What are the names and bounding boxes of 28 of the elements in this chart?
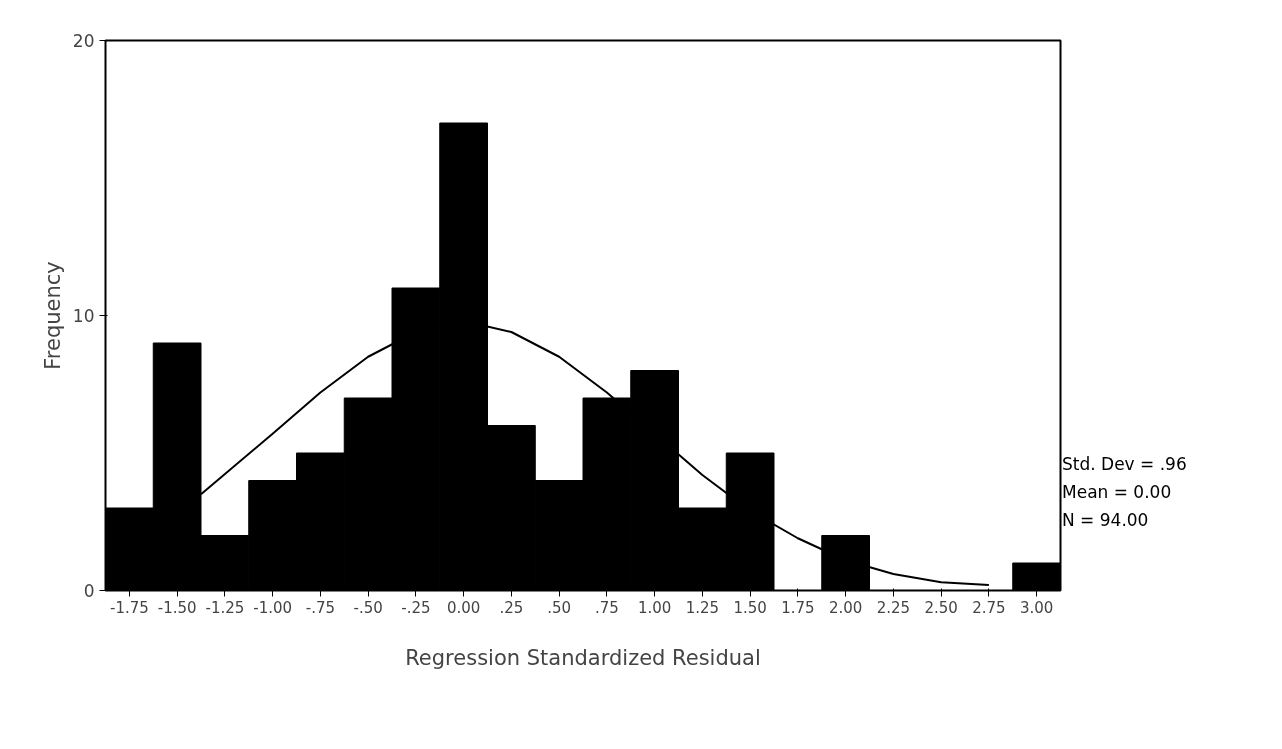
x-tick-label: -.50 bbox=[353, 598, 383, 617]
text: Mean = 0.00 bbox=[1062, 482, 1172, 502]
y-axis-title: Frequency bbox=[40, 261, 65, 370]
y-tick-label: 10 bbox=[72, 306, 95, 326]
x-tick-label: -.25 bbox=[401, 598, 431, 617]
x-tick-label: 1.00 bbox=[637, 598, 672, 617]
x-tick-label: 2.75 bbox=[972, 598, 1006, 617]
x-tick-label: -1.25 bbox=[205, 598, 245, 617]
x-tick-label: 2.00 bbox=[828, 598, 863, 617]
x-tick-label: 1.50 bbox=[733, 598, 767, 617]
text: N = 94.00 bbox=[1062, 510, 1149, 530]
x-tick-label: -1.75 bbox=[109, 598, 149, 617]
x-tick-label: 2.25 bbox=[876, 598, 911, 617]
x-axis-title: Regression Standardized Residual bbox=[405, 645, 761, 670]
x-tick-label: -1.50 bbox=[157, 598, 197, 617]
x-tick-label: 1.25 bbox=[685, 598, 720, 617]
x-tick-label: -1.00 bbox=[253, 598, 293, 617]
x-tick-label: 1.75 bbox=[781, 598, 815, 617]
y-tick-label: 20 bbox=[72, 31, 95, 51]
x-tick-label: 0.00 bbox=[446, 598, 481, 617]
x-tick-label: .50 bbox=[547, 598, 572, 617]
y-tick-label: 0 bbox=[83, 581, 95, 601]
x-tick-label: 2.50 bbox=[924, 598, 958, 617]
text: Std. Dev = .96 bbox=[1062, 454, 1187, 474]
x-tick-label: .25 bbox=[499, 598, 524, 617]
x-tick-label: .75 bbox=[594, 598, 619, 617]
x-tick-label: -.75 bbox=[305, 598, 336, 617]
x-tick-label: 3.00 bbox=[1019, 598, 1054, 617]
